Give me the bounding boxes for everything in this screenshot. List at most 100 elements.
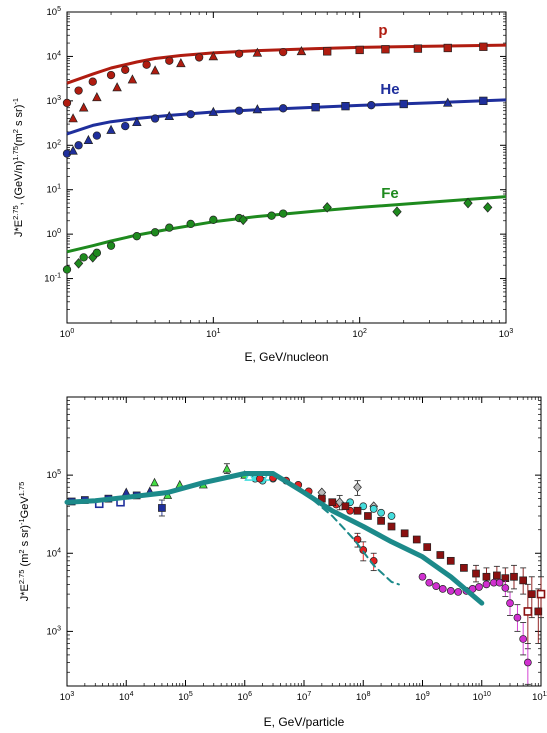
x-tick-label: 103 [499,328,514,340]
data-point-triangle [68,113,78,123]
y-tick-label: 105 [47,469,62,481]
y-tick-label: 10-1 [44,273,61,285]
data-point-circle [186,110,195,119]
data-point-square [536,589,546,599]
data-point-square [443,43,452,53]
plot-frame [66,396,542,687]
data-point-circle [438,585,447,593]
model-curve-solid [64,471,485,606]
data-point-square [323,47,332,56]
data-point-triangle [208,51,219,61]
data-point-circle [279,209,288,218]
y-axis-label: J*E2.75, (GeV/n)1.75(m2 s sr)-1 [11,98,25,237]
data-point-circle [506,599,514,607]
data-point-circle [186,219,195,229]
data-point-triangle [176,57,186,68]
data-point-triangle [208,106,219,116]
data-point-circle [121,65,130,74]
data-point-square [399,99,408,109]
data-point-circle [150,114,160,123]
series-p [62,42,507,123]
data-point-circle [519,635,528,643]
data-point-square [387,522,396,531]
data-point-circle [267,211,276,220]
data-point-triangle [68,145,78,155]
model-curve-dashed [303,491,400,586]
data-point-circle [132,232,141,241]
data-point-circle [475,583,483,591]
data-point-circle [142,60,151,69]
data-point-square [413,44,423,53]
y-tick-label: 102 [47,139,62,151]
y-tick-label: 103 [47,95,62,107]
top-chart: 100 101 102 103 10-1 100 101 102 103 104 105 E, GeV… [11,6,513,364]
data-point-circle [121,121,130,131]
data-point-square [446,556,455,565]
series-curve [66,98,507,136]
data-point-circle [195,53,204,62]
data-point-triangle [78,102,89,112]
data-point-circle [62,98,72,108]
x-tick-label: 104 [119,691,134,703]
data-point-circle [92,248,102,257]
data-point-circle [106,70,116,80]
data-point-circle [150,228,160,237]
data-point-square [412,535,421,544]
data-point-circle [256,474,264,483]
data-point-square [510,572,518,581]
data-point-square [479,96,488,106]
data-point-circle [524,658,532,667]
x-tick-label: 106 [238,691,253,703]
y-tick-label: 104 [47,547,62,559]
data-point-triangle [106,124,116,134]
data-point-square [353,506,362,515]
data-markers [67,463,546,685]
data-point-square [472,569,480,578]
data-point-circle [279,104,288,113]
data-point-triangle [164,110,175,121]
x-tick-label: 107 [297,691,312,703]
x-tick-label: 109 [415,691,430,703]
data-point-circle [446,587,455,595]
data-point-circle [513,613,522,622]
data-point-square [400,529,409,538]
x-tick-label: 101 [206,328,221,340]
data-point-diamond [322,202,332,213]
data-point-circle [234,106,244,115]
data-point-circle [369,505,378,513]
data-point-circle [88,77,97,86]
data-point-circle [74,86,83,95]
x-tick-label: 102 [352,328,367,340]
plot-frame [66,11,507,324]
data-point-square [377,516,385,525]
data-point-diamond [353,482,362,493]
x-tick-label: 103 [60,691,75,703]
data-point-diamond [483,202,493,213]
data-point-square [436,551,445,559]
x-axis-label: E, GeV/nucleon [244,350,328,364]
x-axis-label: E, GeV/particle [264,715,345,729]
data-point-triangle [222,463,232,473]
data-point-circle [501,584,510,592]
y-tick-label: 101 [47,184,62,196]
data-point-circle [482,580,491,589]
y-axis-label: J*E2.75 (m2 s sr)-1GeV1.75 [17,482,31,602]
series-curve [66,195,507,254]
y-tick-label: 104 [47,50,62,62]
data-point-triangle [296,46,307,56]
data-point-diamond [73,258,84,269]
series-he [62,96,507,158]
data-point-square [423,543,432,551]
data-point-square [493,571,501,580]
data-point-triangle [150,65,160,75]
data-point-square [527,590,536,598]
data-point-square [341,502,350,511]
data-point-circle [165,56,174,65]
data-point-circle [425,578,434,587]
data-point-square [328,498,337,507]
data-point-triangle [244,470,255,481]
data-point-circle [454,588,463,596]
data-point-triangle [83,134,94,144]
